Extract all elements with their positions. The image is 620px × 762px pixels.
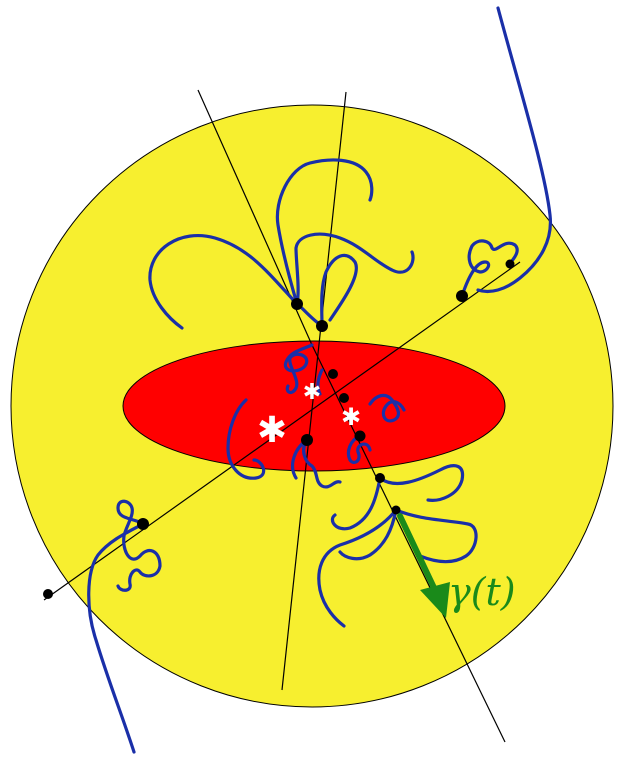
point-lower-right-small [391, 505, 401, 515]
star-large: ✱ [257, 410, 287, 451]
line-steep [281, 91, 347, 691]
path-center-e [226, 398, 266, 480]
path-center-f [302, 438, 342, 489]
star-small: ✱ [303, 380, 321, 405]
point-center-a [328, 369, 338, 379]
path-top-a [148, 233, 299, 330]
point-center-d [301, 434, 313, 446]
path-center-d [346, 434, 372, 464]
path-lower-left-squiggle [116, 499, 162, 592]
line-central [311, 344, 506, 743]
path-top-right [476, 6, 553, 294]
point-top-a [291, 298, 303, 310]
star-medium: ✱ [341, 403, 361, 431]
path-lower-right-c [317, 508, 398, 628]
point-lower-right [375, 473, 385, 483]
point-far-left [43, 589, 53, 599]
points [43, 259, 515, 599]
arrow-head [420, 582, 450, 618]
stars: ✱ ✱ ✱ [257, 380, 361, 451]
point-right-small [505, 259, 515, 269]
path-lower-right-a [378, 464, 465, 502]
path-right-squiggle [460, 239, 519, 298]
path-top-d [320, 253, 358, 328]
path-lower-right-b [330, 476, 382, 531]
point-top-b [316, 320, 328, 332]
path-lower-right-d [394, 508, 478, 564]
point-lower-left [137, 518, 149, 530]
path-top-c [294, 232, 415, 306]
path-center-c [368, 393, 406, 423]
point-center-b [339, 393, 349, 403]
gamma-label: γ(t) [448, 570, 516, 614]
point-right [456, 290, 468, 302]
path-lower-left [87, 522, 145, 754]
path-center-a [283, 343, 314, 395]
arrow-shaft [397, 513, 439, 595]
point-center-c [354, 430, 366, 442]
path-top-b [275, 158, 374, 306]
path-center-b [316, 368, 324, 396]
gamma-arrow [397, 513, 450, 618]
inner-region [122, 340, 506, 472]
path-lower-right-e [338, 508, 398, 561]
